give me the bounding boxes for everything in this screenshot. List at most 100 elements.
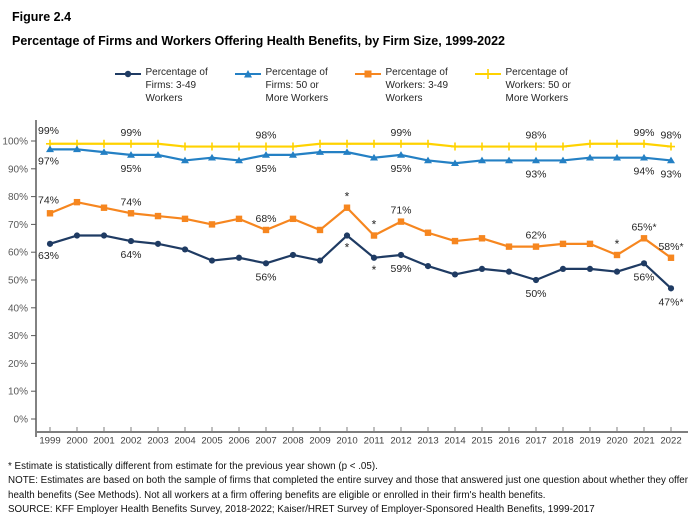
x-tick-label: 2006 — [228, 436, 249, 447]
data-point-marker — [640, 260, 648, 267]
legend-label-workers-3-49: Percentage of Workers: 3-49 Workers — [385, 67, 449, 104]
data-point-marker — [478, 142, 486, 151]
legend-item-workers-3-49: Percentage of Workers: 3-49 Workers — [354, 66, 464, 105]
data-point-marker — [235, 215, 243, 223]
line-chart: 0% 10% 20% 30% 40% 50% 60% 70% 80% 90% 100% 1999 200… — [2, 120, 688, 447]
data-point-marker — [370, 139, 378, 148]
data-point-marker — [343, 204, 351, 211]
data-point-marker — [127, 210, 135, 217]
data-point-marker — [640, 139, 648, 148]
footnotes: * Estimate is statistically different fr… — [8, 460, 693, 518]
data-point-marker — [289, 142, 297, 151]
y-tick-label: 60% — [8, 248, 28, 259]
y-tick-label: 80% — [8, 192, 28, 203]
data-label: 62% — [525, 230, 546, 242]
data-label: 74% — [38, 194, 59, 206]
significance-star: * — [615, 237, 620, 251]
data-point-marker — [316, 139, 324, 148]
data-point-marker — [343, 232, 351, 239]
data-point-marker — [613, 139, 621, 148]
data-point-marker — [127, 139, 135, 148]
y-tick-label: 40% — [8, 303, 28, 314]
data-point-marker — [397, 151, 405, 158]
data-point-marker — [154, 139, 162, 148]
y-tick-label: 0% — [14, 415, 29, 426]
y-tick-label: 70% — [8, 220, 28, 231]
y-tick-label: 90% — [8, 164, 28, 175]
data-point-marker — [100, 232, 108, 239]
data-label: 74% — [120, 196, 141, 208]
footnote-note: NOTE: Estimates are based on both the sa… — [8, 475, 688, 501]
data-label: 63% — [38, 250, 59, 262]
figure-title: Percentage of Firms and Workers Offering… — [12, 34, 505, 48]
data-point-marker — [73, 232, 81, 239]
data-label: 47%* — [658, 296, 683, 308]
data-point-marker — [397, 139, 405, 148]
data-label: 64% — [120, 249, 141, 261]
data-point-marker — [208, 257, 216, 264]
legend-marker-workers-50plus-icon — [474, 69, 501, 79]
data-point-marker — [559, 265, 567, 272]
data-point-marker — [154, 212, 162, 220]
data-point-marker — [532, 156, 540, 164]
data-point-marker — [289, 151, 297, 158]
data-point-marker — [613, 251, 621, 259]
data-point-marker — [262, 260, 270, 267]
data-point-marker — [532, 243, 540, 250]
x-tick-label: 2015 — [471, 436, 492, 447]
data-point-marker — [73, 145, 81, 153]
significance-star: * — [345, 190, 350, 204]
data-point-marker — [100, 204, 108, 211]
x-tick-label: 2002 — [120, 436, 141, 447]
y-tick-label: 100% — [2, 137, 28, 148]
x-tick-label: 2010 — [336, 436, 357, 447]
data-label: 98% — [525, 130, 546, 142]
data-point-marker — [559, 142, 567, 151]
legend-marker-firms-3-49-icon — [114, 70, 141, 78]
legend-marker-workers-3-49-icon — [354, 70, 381, 78]
data-point-marker — [640, 153, 648, 161]
x-tick-label: 2021 — [633, 436, 654, 447]
data-point-marker — [424, 229, 432, 236]
data-label: 56% — [255, 271, 276, 283]
data-point-marker — [667, 285, 675, 292]
data-label: 50% — [525, 288, 546, 300]
data-point-marker — [181, 142, 189, 151]
data-point-marker — [289, 215, 297, 223]
data-point-marker — [397, 251, 405, 259]
data-point-marker — [235, 142, 243, 151]
data-point-marker — [235, 156, 243, 164]
data-point-marker — [73, 198, 81, 206]
data-point-marker — [343, 139, 351, 148]
legend-label-firms-50plus: Percentage of Firms: 50 or More Workers — [265, 67, 329, 104]
data-point-marker — [316, 257, 324, 264]
data-point-marker — [505, 142, 513, 151]
x-tick-label: 2009 — [309, 436, 330, 447]
data-point-marker — [613, 268, 621, 275]
data-point-marker — [559, 240, 567, 248]
data-point-marker — [586, 139, 594, 148]
data-point-marker — [100, 139, 108, 148]
data-label: 99% — [38, 125, 59, 137]
data-point-marker — [343, 148, 351, 155]
data-point-marker — [586, 153, 594, 161]
data-point-marker — [667, 254, 675, 261]
data-label: 99% — [390, 127, 411, 139]
data-point-marker — [208, 221, 216, 228]
x-tick-label: 2014 — [444, 436, 466, 447]
data-point-marker — [451, 159, 459, 167]
y-tick-label: 30% — [8, 331, 28, 342]
legend-item-firms-3-49: Percentage of Firms: 3-49 Workers — [114, 66, 224, 105]
data-point-marker — [370, 153, 378, 161]
data-point-marker — [181, 246, 189, 253]
x-tick-label: 2022 — [660, 436, 681, 447]
x-tick-label: 2012 — [390, 436, 411, 447]
data-point-marker — [46, 240, 54, 247]
data-label: 95% — [390, 163, 411, 175]
data-point-marker — [424, 263, 432, 270]
data-label: 99% — [120, 127, 141, 139]
data-label: 99% — [633, 127, 654, 139]
data-point-marker — [235, 254, 243, 261]
data-point-marker — [262, 226, 270, 234]
data-label: 65%* — [631, 221, 656, 233]
